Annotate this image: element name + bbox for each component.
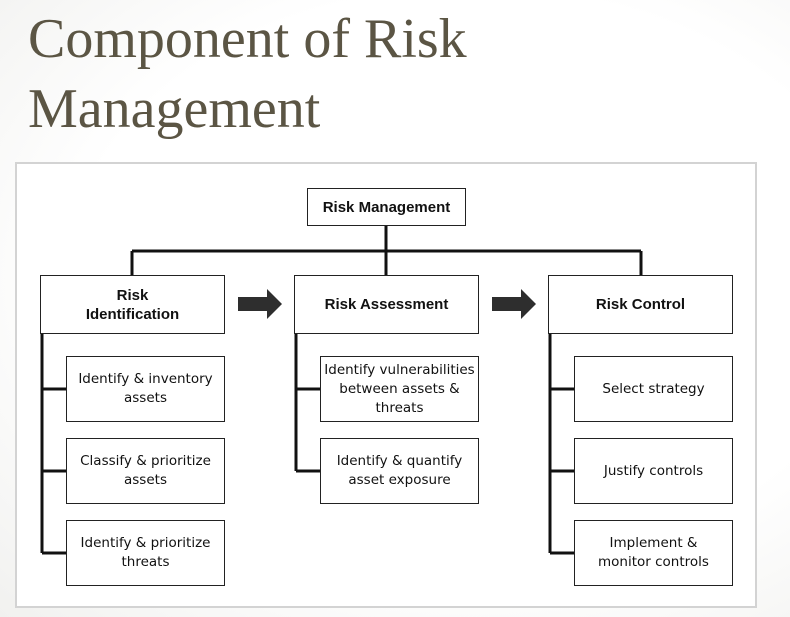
justify-controls-box: Justify controls [574, 438, 733, 504]
risk-identification-box: Risk Identification [40, 275, 225, 334]
risk-management-box: Risk Management [307, 188, 466, 226]
slide-title: Component of Risk Management [28, 4, 728, 144]
identify-vulnerabilities-box: Identify vulnerabilities between assets … [320, 356, 479, 422]
classify-prioritize-assets-box: Classify & prioritize assets [66, 438, 225, 504]
slide-title-line-1: Component of Risk [28, 8, 467, 70]
identify-inventory-assets-box: Identify & inventory assets [66, 356, 225, 422]
select-strategy-box: Select strategy [574, 356, 733, 422]
risk-assessment-box: Risk Assessment [294, 275, 479, 334]
arrow-right-icon [238, 289, 282, 319]
identify-quantify-exposure-box: Identify & quantify asset exposure [320, 438, 479, 504]
risk-control-box: Risk Control [548, 275, 733, 334]
arrow-right-icon [492, 289, 536, 319]
identify-prioritize-threats-box: Identify & prioritize threats [66, 520, 225, 586]
implement-monitor-controls-box: Implement & monitor controls [574, 520, 733, 586]
slide-title-line-2: Management [28, 78, 321, 140]
